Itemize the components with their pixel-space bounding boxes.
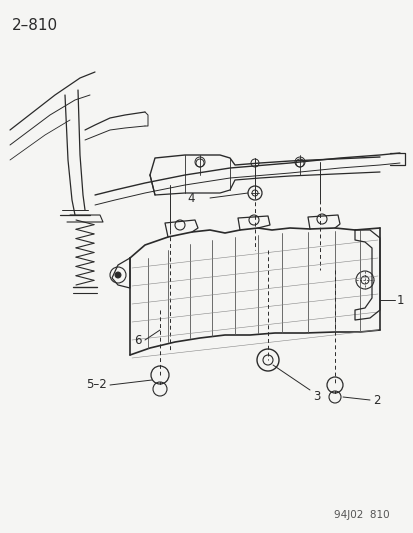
Text: 6: 6 bbox=[134, 334, 142, 346]
Text: 2–810: 2–810 bbox=[12, 18, 58, 33]
Text: 2: 2 bbox=[372, 393, 380, 407]
Text: 94J02  810: 94J02 810 bbox=[334, 510, 389, 520]
Text: 1: 1 bbox=[396, 294, 404, 306]
Text: 5–2: 5–2 bbox=[86, 378, 107, 392]
Circle shape bbox=[115, 272, 121, 278]
Text: 3: 3 bbox=[312, 390, 320, 403]
Text: 4: 4 bbox=[187, 191, 195, 205]
